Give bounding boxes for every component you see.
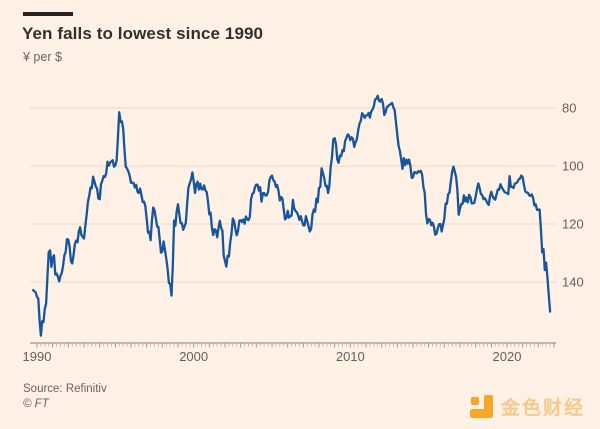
x-tick-label: 2000 bbox=[179, 349, 208, 364]
x-tick-label: 2020 bbox=[493, 349, 522, 364]
x-tick-label: 2010 bbox=[336, 349, 365, 364]
y-tick-label: 100 bbox=[562, 159, 584, 174]
price-line bbox=[31, 94, 552, 337]
title-rule bbox=[23, 12, 73, 16]
y-tick-label: 80 bbox=[562, 101, 576, 116]
x-tick-label: 1990 bbox=[23, 349, 52, 364]
jinse-logo-icon bbox=[469, 394, 493, 418]
watermark-text: 金色财经 bbox=[500, 397, 585, 419]
y-tick-label: 140 bbox=[562, 275, 584, 290]
y-tick-label: 120 bbox=[562, 217, 584, 232]
chart-title: Yen falls to lowest since 1990 bbox=[22, 24, 264, 43]
source-label: Source: Refinitiv bbox=[23, 383, 107, 395]
chart-units-label: ¥ per $ bbox=[23, 50, 62, 64]
jinse-watermark: 金色财经 bbox=[469, 393, 585, 420]
copyright-label: © FT bbox=[23, 398, 49, 410]
